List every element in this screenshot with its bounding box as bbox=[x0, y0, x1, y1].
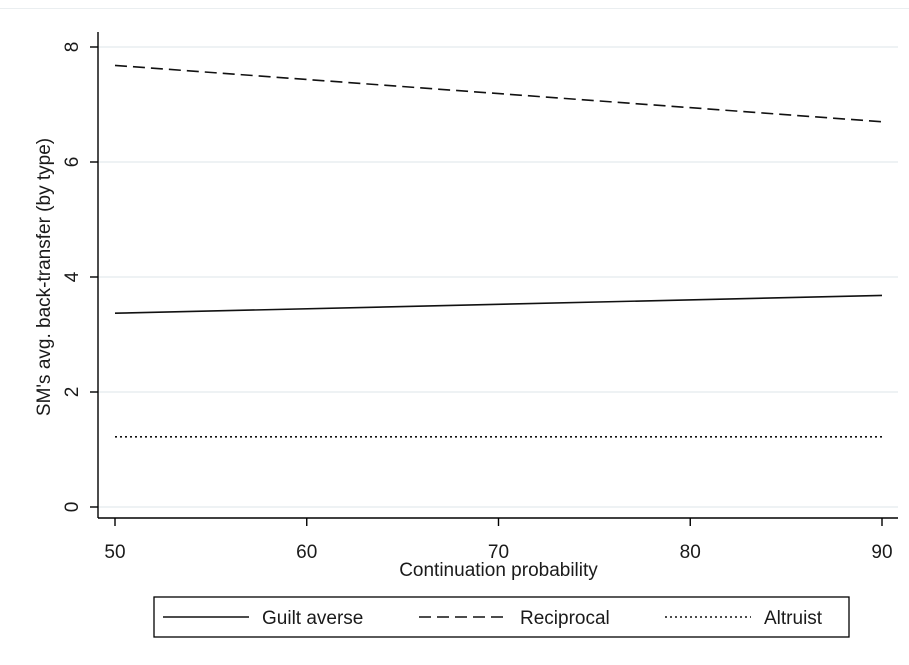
legend: Guilt averse Reciprocal Altruist bbox=[153, 596, 850, 638]
legend-label-altruist: Altruist bbox=[764, 608, 823, 629]
series-line-reciprocal bbox=[114, 64, 883, 123]
y-axis-label: SM's avg. back-transfer (by type) bbox=[34, 138, 55, 416]
x-tick-label-50: 50 bbox=[104, 542, 125, 563]
legend-label-reciprocal: Reciprocal bbox=[520, 608, 610, 629]
y-tick-label-2: 2 bbox=[62, 387, 83, 398]
axes: 0 2 4 6 8 50 60 70 80 90 bbox=[62, 32, 898, 563]
y-tick-label-0: 0 bbox=[62, 502, 83, 513]
series-line-guilt-averse bbox=[114, 294, 883, 315]
y-tick-label-6: 6 bbox=[62, 157, 83, 168]
y-tick-label-8: 8 bbox=[62, 42, 83, 53]
legend-label-guilt-averse: Guilt averse bbox=[262, 608, 363, 629]
series-lines bbox=[114, 64, 883, 438]
x-tick-label-70: 70 bbox=[488, 542, 509, 563]
x-tick-label-80: 80 bbox=[680, 542, 701, 563]
gridlines bbox=[98, 46, 898, 508]
x-tick-label-90: 90 bbox=[871, 542, 892, 563]
x-tick-label-60: 60 bbox=[296, 542, 317, 563]
x-axis-label: Continuation probability bbox=[399, 560, 598, 581]
y-tick-label-4: 4 bbox=[62, 271, 83, 282]
